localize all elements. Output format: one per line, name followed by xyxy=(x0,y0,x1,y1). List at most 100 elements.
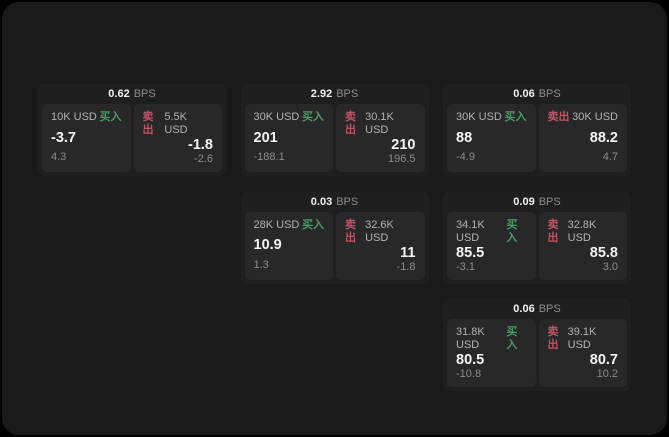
buy-price: 85.5 xyxy=(456,244,485,261)
buy-sub-value: -10.8 xyxy=(456,367,482,380)
sell-sub-value: 4.7 xyxy=(602,151,618,163)
buy-panel[interactable]: 10K USD 买入 -3.7 4.3 xyxy=(42,104,131,172)
buy-sub-row: -188.1 xyxy=(254,151,325,164)
buy-sub-row: 1.3 xyxy=(254,259,325,272)
sell-price-row: -1.8 xyxy=(143,137,213,153)
sell-panel[interactable]: 卖出 30K USD 88.2 4.7 xyxy=(538,104,627,172)
buy-panel[interactable]: 34.1K USD 买入 85.5 -3.1 xyxy=(447,211,536,280)
buy-sub-value: 4.3 xyxy=(51,151,67,163)
buy-amount: 34.1K USD xyxy=(456,218,485,244)
bps-value: 0.06 xyxy=(513,88,535,100)
buy-side-label: 买入 xyxy=(302,111,324,123)
buy-side-label: 买入 xyxy=(506,218,518,244)
card-header: 0.06 BPS xyxy=(447,84,627,104)
buy-panel[interactable]: 30K USD 买入 201 -188.1 xyxy=(244,104,333,172)
buy-sub-row: -4.9 xyxy=(456,151,527,164)
sell-side-label: 卖出 xyxy=(345,218,356,244)
buy-amount: 10K USD xyxy=(51,111,97,123)
sell-amount: 32.8K USD xyxy=(567,218,597,244)
quote-card: 0.06 BPS 31.8K USD 买入 80.5 -10.8 卖出 39.1 xyxy=(443,298,631,391)
bps-value: 0.06 xyxy=(513,302,535,315)
buy-amount: 30K USD xyxy=(456,111,502,123)
buy-price: 201 xyxy=(253,129,278,146)
sell-price: 210 xyxy=(391,137,416,153)
sell-top-row: 卖出 32.8K USD xyxy=(548,219,619,245)
sell-price-row: 210 xyxy=(345,137,416,153)
buy-top-row: 10K USD 买入 xyxy=(51,111,122,124)
buy-sub-value: -4.9 xyxy=(456,151,475,163)
buy-price: 10.9 xyxy=(253,237,282,253)
sell-amount: 32.6K USD xyxy=(365,218,394,244)
buy-side-label: 买入 xyxy=(506,325,518,351)
buy-price: 88 xyxy=(456,129,473,146)
sell-sub-row: 3.0 xyxy=(548,260,618,274)
sell-amount: 39.1K USD xyxy=(567,325,597,351)
card-header: 0.09 BPS xyxy=(447,192,627,212)
buy-amount: 30K USD xyxy=(253,111,300,123)
price-panels: 30K USD 买入 201 -188.1 卖出 30.1K USD 210 xyxy=(244,104,425,172)
card-header: 0.03 BPS xyxy=(245,192,425,212)
sell-price: 11 xyxy=(400,244,416,261)
sell-top-row: 卖出 32.6K USD xyxy=(345,219,416,245)
sell-panel[interactable]: 卖出 32.8K USD 85.8 3.0 xyxy=(538,211,627,280)
sell-price: 80.7 xyxy=(589,351,618,368)
card-header: 0.62 BPS xyxy=(42,84,222,104)
buy-side-label: 买入 xyxy=(504,111,527,123)
quote-card: 2.92 BPS 30K USD 买入 201 -188.1 卖出 30.1K xyxy=(240,84,429,176)
sell-price-row: 85.8 xyxy=(548,245,618,261)
buy-sub-value: 1.3 xyxy=(253,258,269,271)
sell-sub-value: -1.8 xyxy=(396,260,416,273)
sell-price: 88.2 xyxy=(589,129,618,146)
sell-side-label: 卖出 xyxy=(547,218,559,244)
price-panels: 34.1K USD 买入 85.5 -3.1 卖出 32.8K USD 85.8 xyxy=(447,211,627,280)
sell-top-row: 卖出 39.1K USD xyxy=(548,326,619,352)
buy-sub-row: -10.8 xyxy=(456,368,527,381)
sell-panel[interactable]: 卖出 5.5K USD -1.8 -2.6 xyxy=(133,104,222,172)
sell-side-label: 卖出 xyxy=(142,111,154,136)
sell-sub-value: 3.0 xyxy=(602,260,618,273)
buy-price-row: 201 xyxy=(254,130,325,146)
buy-amount: 31.8K USD xyxy=(456,325,485,351)
buy-price-row: 88 xyxy=(456,130,527,146)
buy-top-row: 31.8K USD 买入 xyxy=(456,326,527,352)
sell-side-label: 卖出 xyxy=(547,111,570,123)
card-header: 2.92 BPS xyxy=(245,84,425,104)
bps-value: 2.92 xyxy=(310,88,333,100)
sell-top-row: 卖出 30K USD xyxy=(548,111,619,124)
bps-unit-label: BPS xyxy=(336,88,359,100)
bps-unit-label: BPS xyxy=(133,88,156,100)
buy-sub-row: -3.1 xyxy=(456,261,527,274)
buy-top-row: 28K USD 买入 xyxy=(254,219,325,232)
sell-sub-value: 196.5 xyxy=(387,153,416,165)
sell-sub-row: 196.5 xyxy=(345,153,416,166)
quote-card: 0.62 BPS 10K USD 买入 -3.7 4.3 卖出 5.5K USD xyxy=(38,84,226,176)
sell-panel[interactable]: 卖出 32.6K USD 11 -1.8 xyxy=(336,211,425,280)
buy-price-row: -3.7 xyxy=(51,130,122,146)
buy-price-row: 10.9 xyxy=(254,237,325,253)
sell-panel[interactable]: 卖出 30.1K USD 210 196.5 xyxy=(336,104,425,172)
sell-top-row: 卖出 5.5K USD xyxy=(143,111,214,137)
sell-top-row: 卖出 30.1K USD xyxy=(345,111,416,137)
sell-price: -1.8 xyxy=(188,137,213,153)
buy-panel[interactable]: 28K USD 买入 10.9 1.3 xyxy=(244,211,333,280)
bps-value: 0.03 xyxy=(310,195,333,208)
buy-sub-value: -3.1 xyxy=(456,260,475,273)
buy-panel[interactable]: 31.8K USD 买入 80.5 -10.8 xyxy=(447,318,536,387)
sell-price-row: 80.7 xyxy=(548,351,618,368)
sell-price-row: 11 xyxy=(345,244,416,261)
sell-amount: 30K USD xyxy=(572,111,618,123)
sell-side-label: 卖出 xyxy=(345,111,356,136)
sell-panel[interactable]: 卖出 39.1K USD 80.7 10.2 xyxy=(538,318,627,387)
buy-top-row: 30K USD 买入 xyxy=(254,111,325,124)
sell-amount: 5.5K USD xyxy=(164,111,188,136)
buy-sub-value: -188.1 xyxy=(253,151,285,163)
buy-amount: 28K USD xyxy=(253,218,300,231)
sell-sub-row: 10.2 xyxy=(548,368,618,381)
bps-unit-label: BPS xyxy=(538,302,561,315)
price-panels: 10K USD 买入 -3.7 4.3 卖出 5.5K USD -1.8 xyxy=(42,104,222,172)
buy-sub-row: 4.3 xyxy=(51,151,122,164)
buy-panel[interactable]: 30K USD 买入 88 -4.9 xyxy=(447,104,536,172)
sell-sub-row: 4.7 xyxy=(548,151,618,164)
card-header: 0.06 BPS xyxy=(447,299,627,319)
buy-price-row: 85.5 xyxy=(456,245,527,261)
